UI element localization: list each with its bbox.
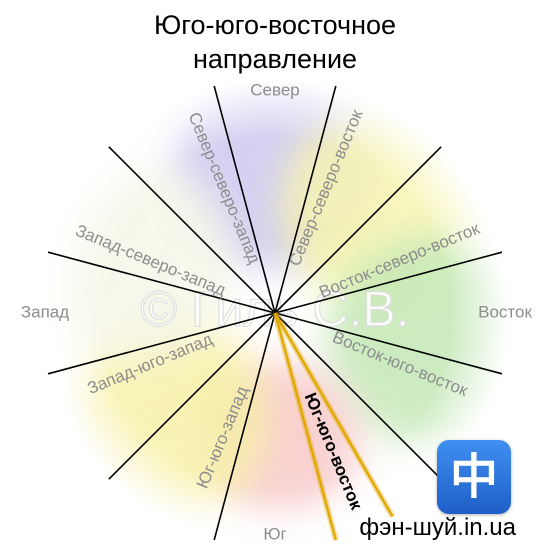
sector-line xyxy=(274,85,337,314)
sector-line xyxy=(213,85,276,314)
sector-blob xyxy=(327,235,538,446)
sector-line xyxy=(274,312,503,375)
sector-lines xyxy=(47,85,503,541)
logo-icon: 中 xyxy=(437,440,511,514)
direction-label: Север xyxy=(250,80,299,99)
site-link[interactable]: фэн-шуй.in.ua xyxy=(359,514,516,541)
sector-line xyxy=(274,312,442,480)
sector-line xyxy=(274,146,442,314)
sector-line xyxy=(274,251,503,314)
sector-line xyxy=(47,251,276,314)
direction-label: Восток xyxy=(478,302,532,321)
sector-line xyxy=(47,312,276,375)
highlight-lines xyxy=(272,311,396,541)
sector-line xyxy=(108,146,276,314)
sector-line xyxy=(108,312,276,480)
sector-blob xyxy=(34,161,235,362)
direction-label: Юг xyxy=(263,524,286,543)
highlight-line xyxy=(273,312,394,518)
watermark-text: © Гиль С.В. xyxy=(140,281,409,337)
sector-line xyxy=(213,312,276,541)
page-title: Юго-юго-восточное xyxy=(153,10,397,40)
logo-glyph: 中 xyxy=(449,449,498,505)
highlight-line xyxy=(273,312,337,541)
direction-label: Запад xyxy=(21,302,69,321)
